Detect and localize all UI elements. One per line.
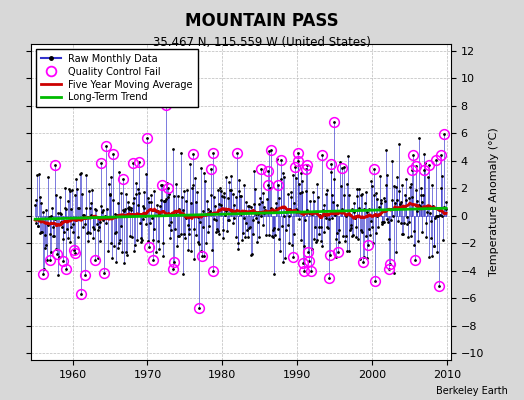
Legend: Raw Monthly Data, Quality Control Fail, Five Year Moving Average, Long-Term Tren: Raw Monthly Data, Quality Control Fail, … (36, 49, 198, 107)
Y-axis label: Temperature Anomaly (°C): Temperature Anomaly (°C) (489, 128, 499, 276)
Text: 35.467 N, 115.559 W (United States): 35.467 N, 115.559 W (United States) (153, 36, 371, 49)
Text: MOUNTAIN PASS: MOUNTAIN PASS (185, 12, 339, 30)
Text: Berkeley Earth: Berkeley Earth (436, 386, 508, 396)
